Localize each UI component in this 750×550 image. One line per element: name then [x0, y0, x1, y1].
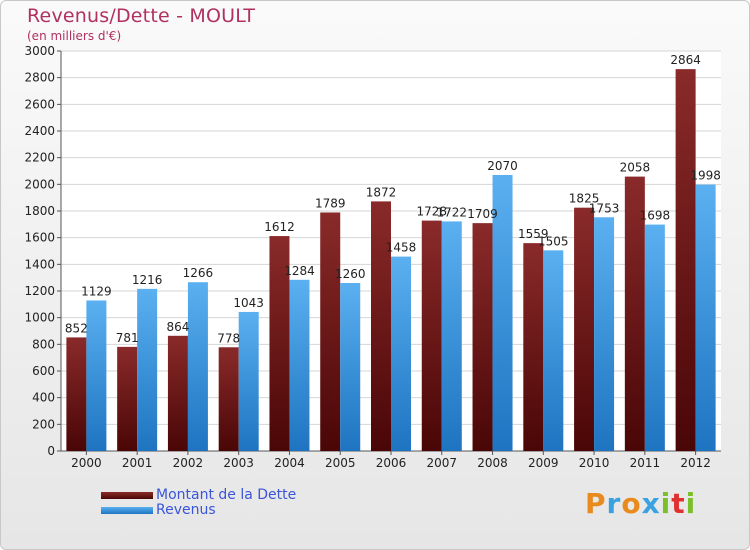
data-label-revenue-2001: 1216	[132, 273, 163, 287]
y-tick-label: 1200	[24, 284, 55, 298]
data-label-debt-2001: 781	[116, 331, 139, 345]
data-label-revenue-2005: 1260	[335, 267, 366, 281]
x-tick-label: 2009	[528, 456, 559, 470]
bar-debt-2002	[167, 335, 188, 451]
bar-revenue-2011	[644, 224, 665, 451]
y-tick-label: 2000	[24, 177, 55, 191]
x-tick-label: 2002	[173, 456, 204, 470]
y-tick-label: 2800	[24, 71, 55, 85]
y-tick-label: 200	[32, 417, 55, 431]
x-tick-label: 2006	[376, 456, 407, 470]
y-tick-label: 1400	[24, 257, 55, 271]
x-tick-label: 2004	[274, 456, 305, 470]
y-tick-label: 3000	[24, 44, 55, 58]
bar-revenue-2001	[137, 288, 158, 451]
bar-revenue-2000	[86, 300, 107, 451]
y-tick-label: 1000	[24, 311, 55, 325]
bar-debt-2011	[624, 176, 645, 451]
y-tick-label: 1600	[24, 231, 55, 245]
bar-debt-2004	[269, 236, 290, 451]
data-label-revenue-2009: 1505	[538, 234, 569, 248]
data-label-debt-2003: 778	[217, 331, 240, 345]
bar-debt-2009	[523, 243, 544, 451]
bar-revenue-2004	[289, 279, 310, 451]
data-label-debt-2000: 852	[65, 321, 88, 335]
data-label-debt-2010: 1825	[569, 192, 600, 206]
y-tick-label: 400	[32, 391, 55, 405]
bar-revenue-2010	[594, 217, 615, 451]
bar-revenue-2007	[441, 221, 462, 451]
data-label-revenue-2012: 1998	[690, 169, 721, 183]
y-tick-label: 2600	[24, 97, 55, 111]
x-tick-label: 2008	[477, 456, 508, 470]
x-tick-label: 2007	[426, 456, 457, 470]
x-tick-label: 2001	[122, 456, 153, 470]
bar-debt-2001	[117, 346, 138, 451]
x-tick-label: 2005	[325, 456, 356, 470]
x-tick-label: 2012	[680, 456, 711, 470]
data-label-debt-2007: 1728	[416, 205, 447, 219]
data-label-debt-2009: 1559	[518, 227, 549, 241]
bar-debt-2012	[675, 69, 696, 451]
data-label-debt-2002: 864	[166, 320, 189, 334]
legend-swatch-debt	[101, 491, 153, 499]
bar-revenue-2006	[391, 256, 411, 451]
bar-debt-2000	[66, 337, 87, 451]
legend-item-revenue: Revenus	[101, 502, 216, 518]
data-label-revenue-2006: 1458	[386, 241, 417, 255]
data-label-debt-2008: 1709	[467, 207, 498, 221]
bar-debt-2005	[320, 212, 341, 451]
bar-revenue-2002	[187, 282, 208, 451]
data-label-debt-2004: 1612	[264, 220, 295, 234]
legend-label-revenue: Revenus	[156, 502, 216, 518]
data-label-debt-2012: 2864	[670, 53, 701, 67]
bar-debt-2010	[574, 207, 595, 451]
legend-item-debt: Montant de la Dette	[101, 487, 296, 503]
data-label-revenue-2003: 1043	[233, 296, 264, 310]
bar-debt-2006	[371, 201, 391, 451]
bar-revenue-2005	[340, 283, 361, 451]
data-label-debt-2005: 1789	[315, 196, 346, 210]
bar-debt-2003	[218, 347, 239, 451]
bar-debt-2008	[472, 223, 493, 451]
x-tick-label: 2010	[579, 456, 610, 470]
bar-revenue-2012	[695, 184, 716, 451]
y-tick-label: 800	[32, 337, 55, 351]
x-tick-label: 2003	[223, 456, 254, 470]
x-tick-label: 2011	[630, 456, 661, 470]
bar-revenue-2009	[543, 250, 564, 451]
y-tick-label: 2200	[24, 151, 55, 165]
data-label-revenue-2008: 2070	[487, 159, 518, 173]
legend-swatch-revenue	[101, 506, 153, 514]
y-tick-label: 1800	[24, 204, 55, 218]
y-tick-label: 2400	[24, 124, 55, 138]
y-tick-label: 0	[47, 444, 55, 458]
data-label-revenue-2010: 1753	[589, 201, 620, 215]
legend-label-debt: Montant de la Dette	[156, 487, 297, 503]
data-label-revenue-2002: 1266	[183, 266, 214, 280]
y-tick-label: 600	[32, 364, 55, 378]
chart-title: Revenus/Dette - MOULT	[27, 5, 256, 27]
x-tick-label: 2000	[71, 456, 102, 470]
bar-revenue-2003	[238, 311, 259, 451]
data-label-revenue-2004: 1284	[284, 264, 315, 278]
proxiti-logo: Proxiti	[585, 487, 697, 520]
data-label-revenue-2011: 1698	[640, 209, 671, 223]
data-label-revenue-2007: 1722	[436, 205, 467, 219]
data-label-revenue-2000: 1129	[81, 284, 112, 298]
chart-subtitle: (en milliers d'€)	[27, 29, 122, 43]
bar-revenue-2008	[492, 175, 513, 451]
data-label-debt-2006: 1872	[366, 185, 397, 199]
data-label-debt-2011: 2058	[620, 161, 651, 175]
bar-debt-2007	[421, 220, 442, 451]
